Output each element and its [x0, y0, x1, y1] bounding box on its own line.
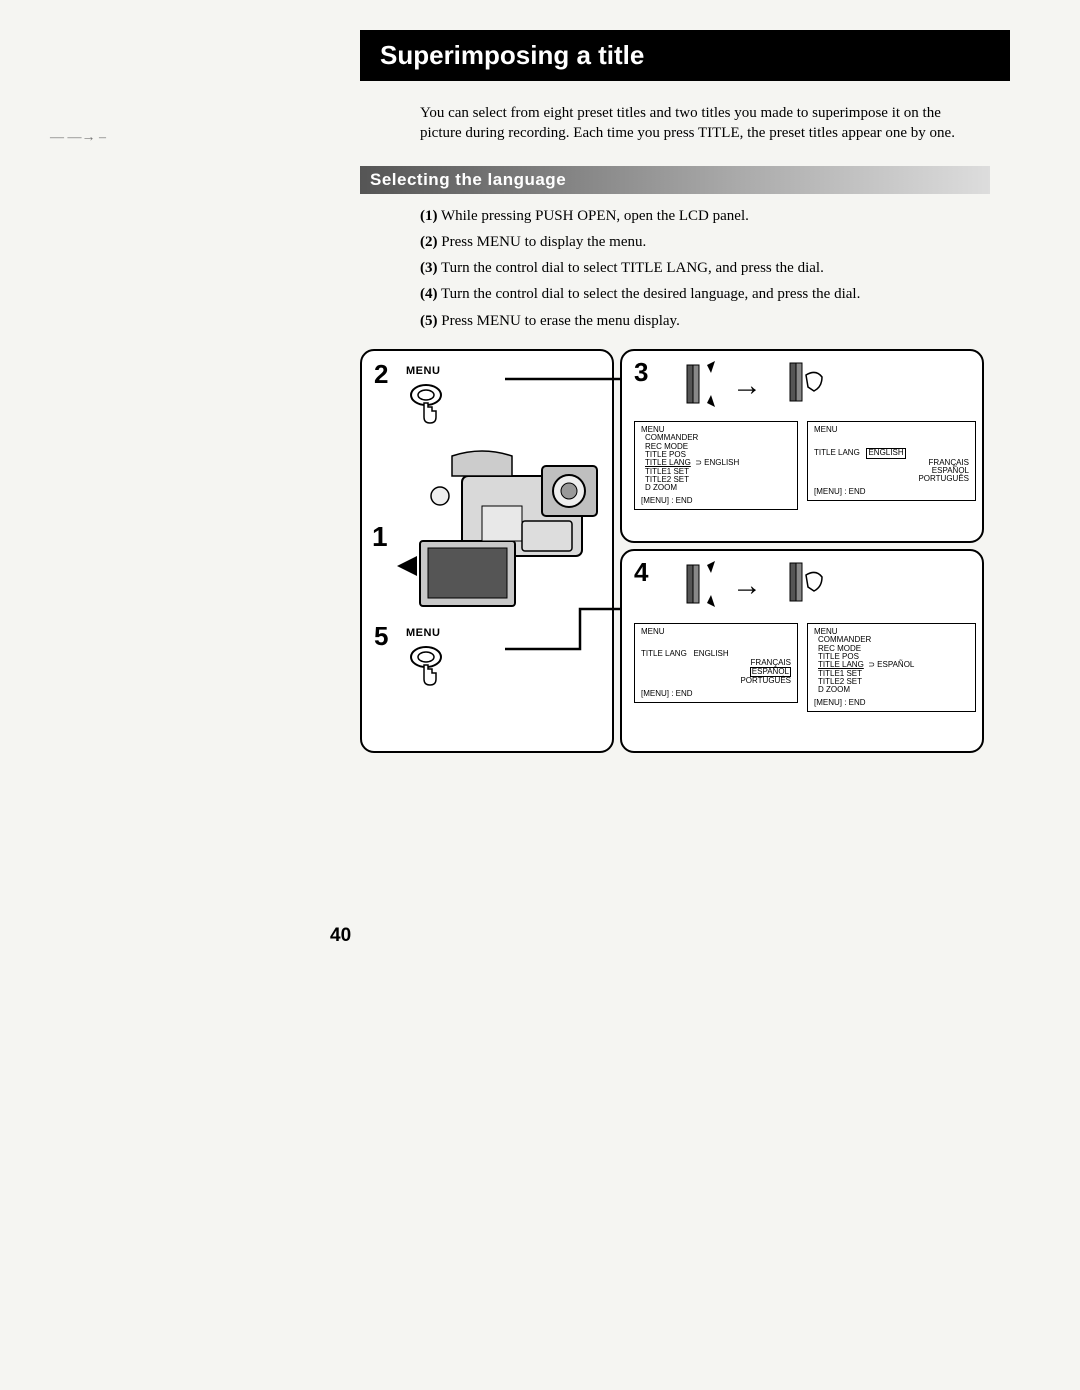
instruction-diagram: 2 MENU 1: [360, 349, 990, 769]
step-number: (2): [420, 234, 438, 250]
step-2: (2) Press MENU to display the menu.: [420, 232, 980, 252]
chapter-title: Superimposing a title: [360, 30, 1010, 81]
step-number: (4): [420, 286, 438, 302]
step-text: Press MENU to display the menu.: [441, 234, 646, 250]
scan-artifact: — —→ –: [50, 130, 106, 146]
step-3: (3) Turn the control dial to select TITL…: [420, 258, 980, 278]
step-text: Turn the control dial to select the desi…: [441, 286, 860, 302]
step-text: Turn the control dial to select TITLE LA…: [441, 260, 824, 276]
step-text: Press MENU to erase the menu display.: [441, 313, 680, 329]
page-number: 40: [330, 925, 351, 947]
step-number: (1): [420, 208, 438, 224]
intro-paragraph: You can select from eight preset titles …: [420, 103, 960, 144]
step-5: (5) Press MENU to erase the menu display…: [420, 311, 980, 331]
step-text: While pressing PUSH OPEN, open the LCD p…: [441, 208, 749, 224]
instruction-list: (1) While pressing PUSH OPEN, open the L…: [420, 206, 980, 331]
step-number: (5): [420, 313, 438, 329]
step-1: (1) While pressing PUSH OPEN, open the L…: [420, 206, 980, 226]
step-number: (3): [420, 260, 438, 276]
section-heading: Selecting the language: [360, 166, 990, 194]
connector-lines: [360, 349, 990, 769]
page-content: Superimposing a title You can select fro…: [300, 0, 1020, 769]
step-4: (4) Turn the control dial to select the …: [420, 284, 980, 304]
